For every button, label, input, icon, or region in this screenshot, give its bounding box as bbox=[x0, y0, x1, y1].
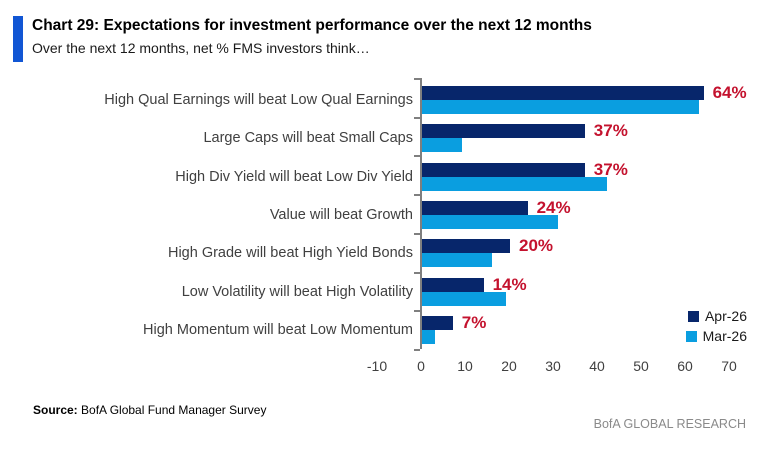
data-label: 20% bbox=[519, 236, 554, 256]
bar-apr-26 bbox=[422, 239, 510, 254]
chart-header: Chart 29: Expectations for investment pe… bbox=[13, 16, 592, 62]
zero-axis-line bbox=[420, 78, 422, 349]
y-axis-tick-mark bbox=[414, 271, 420, 274]
data-label: 64% bbox=[712, 83, 747, 102]
legend-item-apr-26: Apr-26 bbox=[686, 306, 747, 326]
chart-title: Chart 29: Expectations for investment pe… bbox=[32, 17, 592, 34]
y-axis-tick-mark bbox=[414, 194, 420, 197]
title-block: Chart 29: Expectations for investment pe… bbox=[32, 16, 592, 62]
bar-mar-26 bbox=[422, 138, 462, 153]
title-accent-bar bbox=[13, 16, 23, 62]
data-label: 37% bbox=[593, 121, 628, 141]
source-label: Source: bbox=[33, 403, 78, 417]
legend-label: Mar-26 bbox=[702, 328, 747, 344]
bar-mar-26 bbox=[422, 253, 493, 268]
data-label: 14% bbox=[492, 274, 527, 294]
bar-apr-26 bbox=[422, 162, 585, 177]
category-label: High Div Yield will beat Low Div Yield bbox=[175, 168, 413, 185]
legend: Apr-26 Mar-26 bbox=[685, 306, 747, 346]
bar-apr-26 bbox=[422, 277, 484, 292]
data-label: 7% bbox=[461, 312, 487, 332]
x-tick-label: 60 bbox=[677, 358, 693, 374]
bar-mar-26 bbox=[422, 100, 700, 114]
category-label: Large Caps will beat Small Caps bbox=[203, 130, 413, 147]
y-axis-tick-mark bbox=[414, 78, 420, 80]
bar-mar-26 bbox=[422, 214, 559, 229]
y-axis-tick-mark bbox=[414, 155, 420, 158]
x-tick-label: 50 bbox=[633, 358, 649, 374]
legend-label: Apr-26 bbox=[704, 308, 747, 324]
y-axis-tick-mark bbox=[414, 232, 420, 235]
x-tick-label: 20 bbox=[501, 358, 517, 374]
y-axis-tick-mark bbox=[414, 310, 420, 313]
category-label: Low Volatility will beat High Volatility bbox=[181, 283, 413, 300]
legend-item-mar-26: Mar-26 bbox=[685, 326, 747, 346]
legend-swatch-icon bbox=[685, 330, 697, 342]
category-label: High Momentum will beat Low Momentum bbox=[143, 321, 413, 338]
y-axis-tick-mark bbox=[414, 348, 420, 351]
data-label: 24% bbox=[536, 197, 571, 217]
branding-bofa-global-research: BofA GLOBAL RESEARCH bbox=[593, 417, 746, 431]
x-tick-label: 0 bbox=[417, 358, 425, 374]
bar-mar-26 bbox=[422, 291, 506, 306]
bar-apr-26 bbox=[422, 315, 453, 330]
x-tick-label: -10 bbox=[366, 358, 388, 374]
category-label: Value will beat Growth bbox=[269, 206, 413, 223]
bar-apr-26 bbox=[422, 200, 528, 215]
x-tick-label: 30 bbox=[545, 358, 561, 374]
x-tick-label: 40 bbox=[589, 358, 605, 374]
chart-subtitle: Over the next 12 months, net % FMS inves… bbox=[32, 39, 370, 56]
bar-mar-26 bbox=[422, 329, 436, 344]
x-tick-label: 70 bbox=[721, 358, 737, 374]
source-note: Source: BofA Global Fund Manager Survey bbox=[33, 403, 266, 417]
source-text: BofA Global Fund Manager Survey bbox=[77, 403, 267, 417]
y-axis-tick-mark bbox=[414, 116, 420, 119]
bar-mar-26 bbox=[422, 176, 607, 191]
legend-swatch-icon bbox=[687, 310, 699, 322]
category-label: High Grade will beat High Yield Bonds bbox=[167, 245, 413, 262]
bar-apr-26 bbox=[422, 124, 585, 139]
bar-apr-26 bbox=[422, 86, 704, 100]
category-label: High Qual Earnings will beat Low Qual Ea… bbox=[104, 92, 413, 108]
data-label: 37% bbox=[593, 159, 628, 179]
x-tick-label: 10 bbox=[457, 358, 473, 374]
